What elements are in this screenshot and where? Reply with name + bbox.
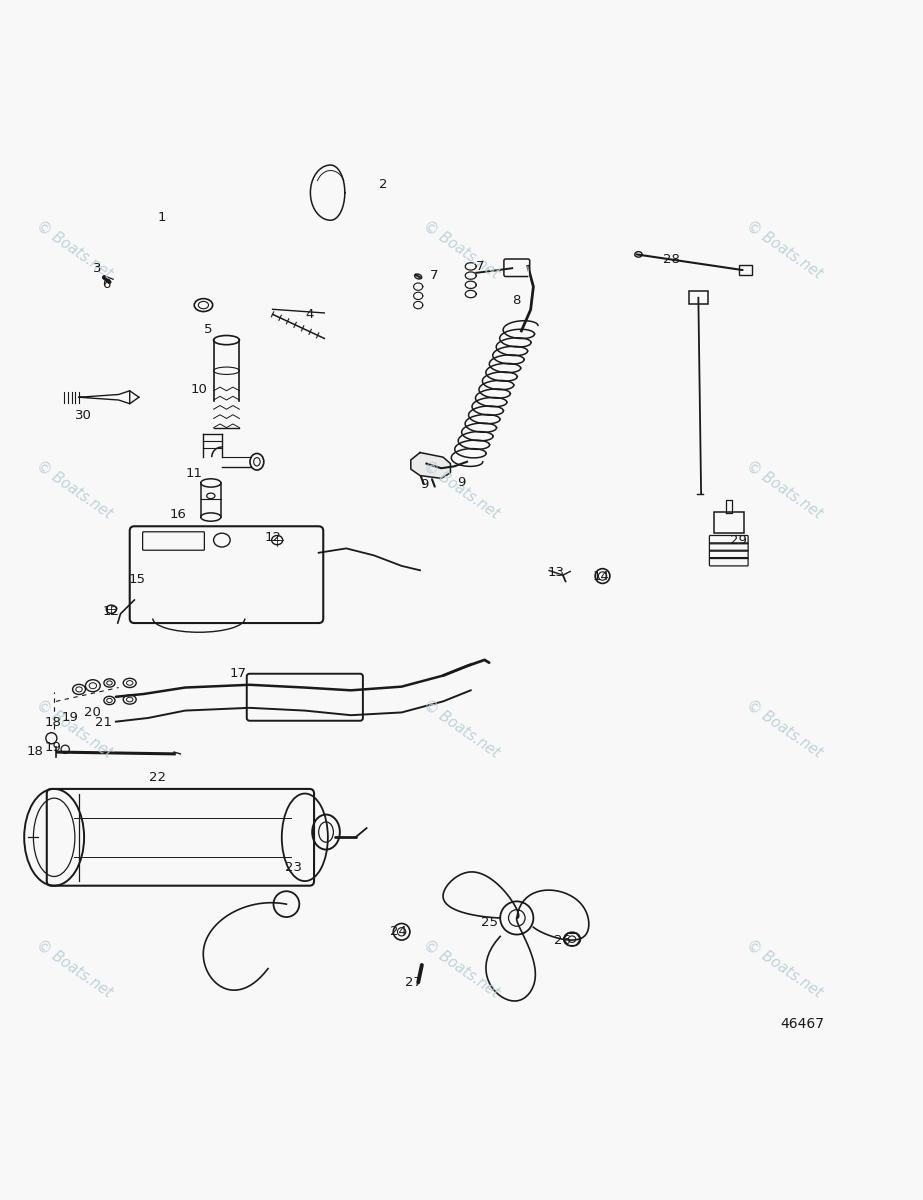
- Text: © Boats.net: © Boats.net: [421, 697, 502, 761]
- Text: 4: 4: [306, 308, 314, 320]
- Text: © Boats.net: © Boats.net: [33, 457, 115, 521]
- Text: 12: 12: [102, 605, 120, 618]
- Text: 46467: 46467: [781, 1016, 824, 1031]
- Text: 24: 24: [390, 925, 407, 938]
- Text: 5: 5: [204, 324, 212, 336]
- Text: 17: 17: [230, 667, 247, 680]
- Text: 29: 29: [729, 534, 747, 546]
- Text: 7: 7: [475, 260, 485, 272]
- Text: © Boats.net: © Boats.net: [421, 937, 502, 1001]
- Text: 14: 14: [593, 570, 609, 582]
- Text: 9: 9: [457, 475, 466, 488]
- Text: © Boats.net: © Boats.net: [743, 218, 825, 282]
- Text: 21: 21: [95, 716, 113, 730]
- Text: 7: 7: [429, 269, 438, 282]
- Text: 16: 16: [169, 508, 186, 521]
- Text: © Boats.net: © Boats.net: [743, 937, 825, 1001]
- Text: 2: 2: [379, 178, 388, 191]
- Text: 11: 11: [186, 467, 203, 480]
- Text: 30: 30: [75, 409, 92, 422]
- Text: 22: 22: [149, 772, 166, 785]
- Text: 19: 19: [61, 712, 78, 725]
- Text: 26: 26: [555, 935, 571, 948]
- Text: 8: 8: [512, 294, 521, 307]
- Text: 12: 12: [264, 530, 282, 544]
- Text: 15: 15: [128, 574, 146, 587]
- Text: 23: 23: [285, 860, 302, 874]
- Text: 13: 13: [548, 566, 565, 578]
- Text: 20: 20: [84, 706, 102, 719]
- Text: 19: 19: [45, 740, 62, 754]
- Text: © Boats.net: © Boats.net: [33, 697, 115, 761]
- Text: 28: 28: [664, 252, 680, 265]
- Polygon shape: [411, 452, 450, 479]
- Text: 18: 18: [45, 716, 62, 730]
- Text: 18: 18: [27, 745, 43, 757]
- Text: © Boats.net: © Boats.net: [421, 457, 502, 521]
- Text: © Boats.net: © Boats.net: [33, 218, 115, 282]
- Text: 6: 6: [102, 278, 111, 292]
- Text: 9: 9: [421, 479, 429, 491]
- Text: © Boats.net: © Boats.net: [743, 697, 825, 761]
- Text: 25: 25: [481, 916, 497, 929]
- Text: © Boats.net: © Boats.net: [33, 937, 115, 1001]
- Text: © Boats.net: © Boats.net: [421, 218, 502, 282]
- Text: 1: 1: [158, 211, 166, 224]
- Text: 27: 27: [405, 976, 422, 989]
- Text: © Boats.net: © Boats.net: [743, 457, 825, 521]
- Text: 10: 10: [190, 383, 208, 396]
- Text: 3: 3: [93, 262, 102, 275]
